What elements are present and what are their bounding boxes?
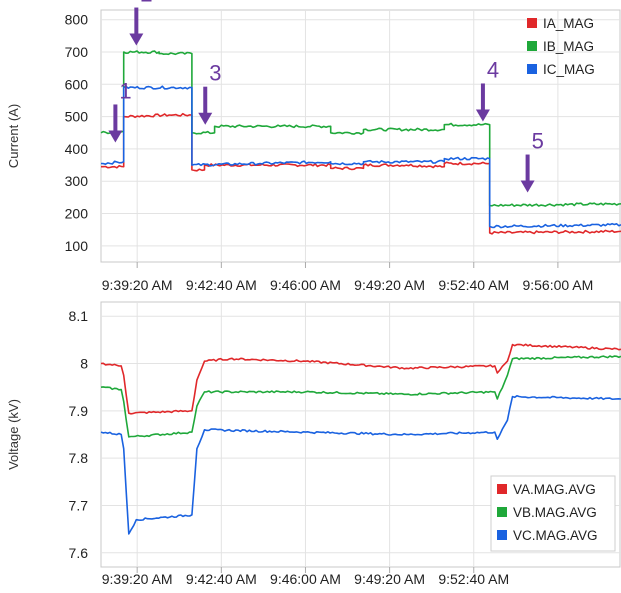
x-tick-label: 9:42:40 AM	[186, 277, 257, 293]
chart-panel-2: 7.6 7.7 7.8 7.9 8 8.1 9:39:20 AM 9:42:40 AM 9:46…	[6, 301, 621, 587]
series-line-VB.MAG.AVG	[100, 355, 621, 438]
annotation-number: 5	[532, 129, 544, 154]
y-tick-label: 400	[65, 141, 89, 157]
x-tick-label: 9:46:00 AM	[270, 277, 341, 293]
legend[interactable]: IA_MAG IB_MAG IC_MAG	[527, 16, 595, 77]
y-axis-label: Voltage (kV)	[6, 399, 21, 470]
y-tick-label: 300	[65, 173, 89, 189]
annotation-arrow-head	[108, 130, 123, 143]
y-tick-label: 7.9	[69, 403, 89, 419]
step-annotation: 1	[108, 78, 132, 143]
step-annotation: 3	[198, 61, 222, 125]
y-tick-label: 700	[65, 44, 89, 60]
legend-label: VB.MAG.AVG	[513, 505, 597, 520]
legend-swatch	[527, 41, 537, 51]
annotation-number: 3	[209, 61, 221, 86]
y-tick-label: 600	[65, 76, 89, 92]
annotation-arrow-head	[198, 112, 213, 125]
x-tick-label: 9:39:20 AM	[102, 571, 173, 587]
step-annotation: 5	[520, 129, 544, 193]
annotation-number: 1	[119, 78, 131, 103]
series-line-VC.MAG.AVG	[100, 394, 621, 535]
step-annotation: 2	[129, 0, 153, 46]
legend-swatch	[527, 18, 537, 28]
y-tick-label: 7.8	[69, 450, 89, 466]
y-tick-label: 200	[65, 206, 89, 222]
y-tick-label: 8	[80, 356, 88, 372]
x-tick-label: 9:46:00 AM	[270, 571, 341, 587]
chart-panel-1: 100 200 300 400 500 600 700 800 9:39:20 AM 9:42:4…	[6, 0, 621, 293]
y-tick-label: 8.1	[69, 308, 89, 324]
legend-swatch	[497, 530, 507, 540]
legend-label: IA_MAG	[543, 16, 594, 31]
legend-box	[490, 475, 616, 552]
legend-label: VC.MAG.AVG	[513, 528, 598, 543]
legend-swatch	[497, 507, 507, 517]
step-annotation: 4	[475, 57, 499, 122]
legend[interactable]: VA.MAG.AVG VB.MAG.AVG VC.MAG.AVG	[490, 475, 616, 552]
x-tick-label: 9:42:40 AM	[186, 571, 257, 587]
x-tick-label: 9:49:20 AM	[354, 277, 425, 293]
series-line-IA_MAG	[101, 112, 621, 235]
y-tick-label: 800	[65, 12, 89, 28]
annotation-number: 2	[140, 0, 152, 7]
annotation-arrow-head	[129, 33, 144, 46]
x-tick-label: 9:39:20 AM	[102, 277, 173, 293]
y-tick-label: 7.6	[69, 545, 89, 561]
y-tick-label: 7.7	[69, 497, 89, 513]
x-tick-label: 9:52:40 AM	[438, 571, 509, 587]
annotation-number: 4	[487, 57, 499, 82]
legend-swatch	[497, 484, 507, 494]
y-tick-label: 100	[65, 238, 89, 254]
annotation-arrow-head	[520, 180, 535, 193]
legend-label: IB_MAG	[543, 39, 594, 54]
series-line-VA.MAG.AVG	[100, 343, 621, 415]
plot-frame	[100, 301, 621, 568]
series-line-IC_MAG	[100, 85, 621, 229]
x-tick-label: 9:56:00 AM	[522, 277, 593, 293]
x-tick-label: 9:52:40 AM	[438, 277, 509, 293]
x-tick-label: 9:49:20 AM	[354, 571, 425, 587]
legend-swatch	[527, 64, 537, 74]
y-axis-label: Current (A)	[6, 104, 21, 168]
y-tick-label: 500	[65, 109, 89, 125]
legend-label: VA.MAG.AVG	[513, 482, 596, 497]
plot-frame	[100, 9, 621, 263]
series-line-IB_MAG	[100, 50, 621, 207]
legend-label: IC_MAG	[543, 62, 595, 77]
annotation-arrow-head	[475, 109, 490, 122]
